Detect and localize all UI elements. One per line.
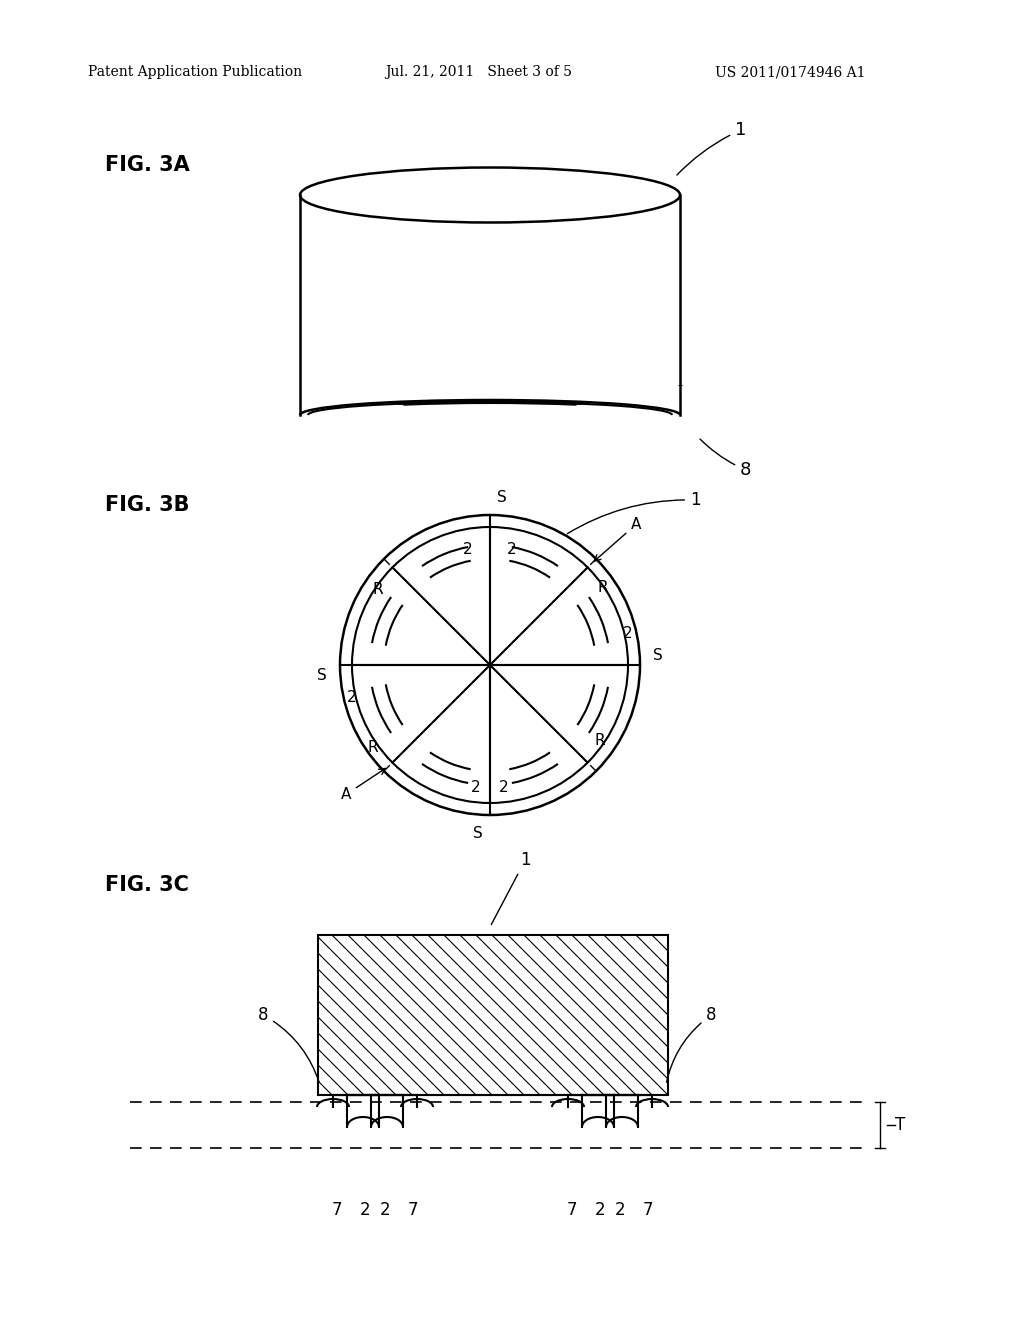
Text: 2: 2 (614, 1201, 626, 1218)
Text: R: R (594, 733, 605, 748)
Text: 2: 2 (624, 626, 633, 640)
Text: 2: 2 (499, 780, 509, 796)
Text: 2: 2 (359, 1201, 371, 1218)
Text: 2: 2 (507, 541, 517, 557)
Bar (318, 935, 668, 1096)
Text: S: S (653, 648, 663, 663)
Text: R: R (597, 579, 608, 595)
Text: 7: 7 (408, 1201, 418, 1218)
Text: 8: 8 (258, 1006, 319, 1082)
Text: S: S (473, 825, 483, 841)
Text: A: A (594, 517, 641, 561)
Text: R: R (368, 741, 378, 755)
Text: 7: 7 (332, 1201, 342, 1218)
Text: S: S (497, 490, 507, 504)
Text: 1: 1 (677, 121, 746, 176)
Text: A: A (341, 768, 385, 803)
Text: FIG. 3B: FIG. 3B (105, 495, 189, 515)
Text: R: R (372, 582, 383, 597)
Text: T: T (895, 1115, 905, 1134)
Text: Jul. 21, 2011   Sheet 3 of 5: Jul. 21, 2011 Sheet 3 of 5 (385, 65, 572, 79)
Text: Patent Application Publication: Patent Application Publication (88, 65, 302, 79)
Text: S: S (317, 668, 327, 682)
Text: 2: 2 (471, 780, 481, 796)
Text: 2: 2 (347, 689, 356, 705)
Text: FIG. 3A: FIG. 3A (105, 154, 189, 176)
Text: 2: 2 (380, 1201, 390, 1218)
Text: 8: 8 (700, 440, 752, 479)
Text: 7: 7 (643, 1201, 653, 1218)
Text: 2: 2 (595, 1201, 605, 1218)
Text: 1: 1 (492, 851, 530, 924)
Text: US 2011/0174946 A1: US 2011/0174946 A1 (715, 65, 865, 79)
Text: 2: 2 (463, 541, 473, 557)
Text: 8: 8 (667, 1006, 717, 1082)
Text: FIG. 3C: FIG. 3C (105, 875, 188, 895)
Text: 7: 7 (566, 1201, 578, 1218)
Text: 1: 1 (567, 491, 700, 533)
